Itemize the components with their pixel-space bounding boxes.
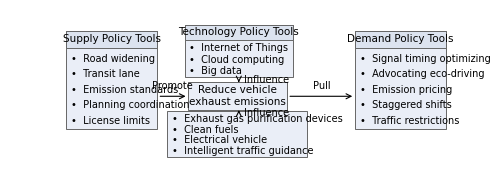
Text: Influence: Influence	[244, 108, 289, 118]
Text: Technology Policy Tools: Technology Policy Tools	[178, 27, 299, 37]
Text: •  Intelligent traffic guidance: • Intelligent traffic guidance	[172, 146, 314, 156]
Text: Supply Policy Tools: Supply Policy Tools	[63, 35, 161, 45]
Text: •  Emission standards: • Emission standards	[71, 85, 178, 95]
Text: •  Traffic restrictions: • Traffic restrictions	[360, 116, 459, 126]
FancyBboxPatch shape	[184, 24, 293, 40]
Text: •  Advocating eco-driving: • Advocating eco-driving	[360, 70, 484, 79]
Text: Pull: Pull	[312, 81, 330, 91]
Text: •  Transit lane: • Transit lane	[71, 70, 140, 79]
FancyBboxPatch shape	[355, 31, 446, 129]
Text: Promote: Promote	[152, 81, 193, 91]
Text: Reduce vehicle
exhaust emissions: Reduce vehicle exhaust emissions	[190, 85, 286, 107]
Text: •  Planning coordination: • Planning coordination	[71, 100, 190, 110]
Text: •  Signal timing optimizing: • Signal timing optimizing	[360, 54, 490, 64]
Text: •  Cloud computing: • Cloud computing	[189, 55, 284, 65]
FancyBboxPatch shape	[184, 24, 293, 77]
Text: •  Electrical vehicle: • Electrical vehicle	[172, 135, 267, 145]
Text: •  Staggered shifts: • Staggered shifts	[360, 100, 452, 110]
Text: •  Clean fuels: • Clean fuels	[172, 125, 238, 135]
FancyBboxPatch shape	[188, 82, 287, 110]
Text: •  Emission pricing: • Emission pricing	[360, 85, 452, 95]
FancyBboxPatch shape	[167, 111, 306, 157]
FancyBboxPatch shape	[66, 31, 158, 47]
Text: •  Big data: • Big data	[189, 66, 242, 76]
Text: Influence: Influence	[244, 75, 289, 85]
FancyBboxPatch shape	[355, 31, 446, 47]
Text: •  Internet of Things: • Internet of Things	[189, 43, 288, 53]
Text: •  Exhaust gas purification devices: • Exhaust gas purification devices	[172, 114, 342, 124]
Text: Demand Policy Tools: Demand Policy Tools	[348, 35, 454, 45]
Text: •  Road widening: • Road widening	[71, 54, 155, 64]
FancyBboxPatch shape	[66, 31, 158, 129]
Text: •  License limits: • License limits	[71, 116, 150, 126]
